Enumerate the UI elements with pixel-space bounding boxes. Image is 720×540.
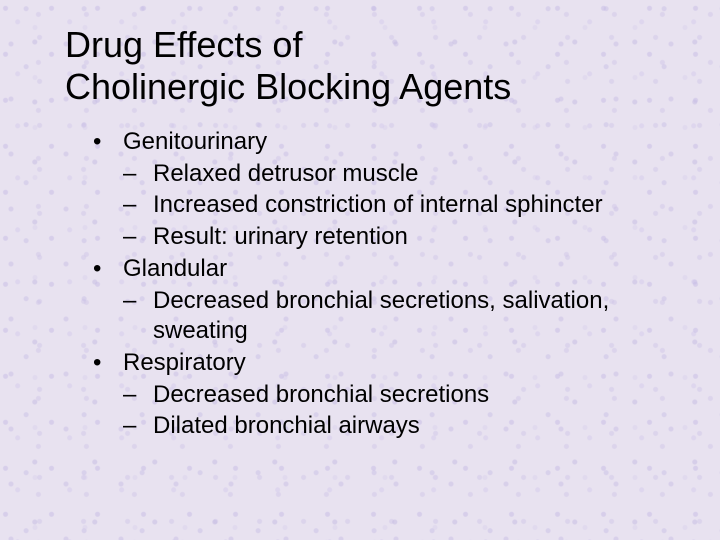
dash-icon: – (123, 222, 153, 253)
subbullet: – Decreased bronchial secretions (123, 380, 720, 411)
bullet-icon: • (93, 254, 123, 285)
dash-icon: – (123, 411, 153, 442)
subbullet: – Decreased bronchial secretions, saliva… (123, 286, 720, 347)
bullet-text: Glandular (123, 254, 227, 285)
slide-body: • Genitourinary – Relaxed detrusor muscl… (65, 127, 720, 442)
bullet-icon: • (93, 348, 123, 379)
bullet-icon: • (93, 127, 123, 158)
slide-title: Drug Effects of Cholinergic Blocking Age… (65, 24, 720, 109)
subbullet: – Result: urinary retention (123, 222, 720, 253)
dash-icon: – (123, 380, 153, 411)
subbullet-text: Result: urinary retention (153, 222, 408, 253)
title-line-2: Cholinergic Blocking Agents (65, 66, 511, 107)
dash-icon: – (123, 190, 153, 221)
bullet-respiratory: • Respiratory (93, 348, 720, 379)
subbullet-text: Relaxed detrusor muscle (153, 159, 418, 190)
bullet-text: Genitourinary (123, 127, 267, 158)
subbullet-text: Increased constriction of internal sphin… (153, 190, 603, 221)
slide: Drug Effects of Cholinergic Blocking Age… (0, 0, 720, 443)
bullet-glandular: • Glandular (93, 254, 720, 285)
title-line-1: Drug Effects of (65, 24, 302, 65)
subbullet: – Relaxed detrusor muscle (123, 159, 720, 190)
subbullet-text: Decreased bronchial secretions, salivati… (153, 286, 673, 347)
dash-icon: – (123, 286, 153, 347)
subbullet: – Dilated bronchial airways (123, 411, 720, 442)
dash-icon: – (123, 159, 153, 190)
subbullet: – Increased constriction of internal sph… (123, 190, 720, 221)
bullet-text: Respiratory (123, 348, 246, 379)
bullet-genitourinary: • Genitourinary (93, 127, 720, 158)
subbullet-text: Decreased bronchial secretions (153, 380, 489, 411)
subbullet-text: Dilated bronchial airways (153, 411, 420, 442)
